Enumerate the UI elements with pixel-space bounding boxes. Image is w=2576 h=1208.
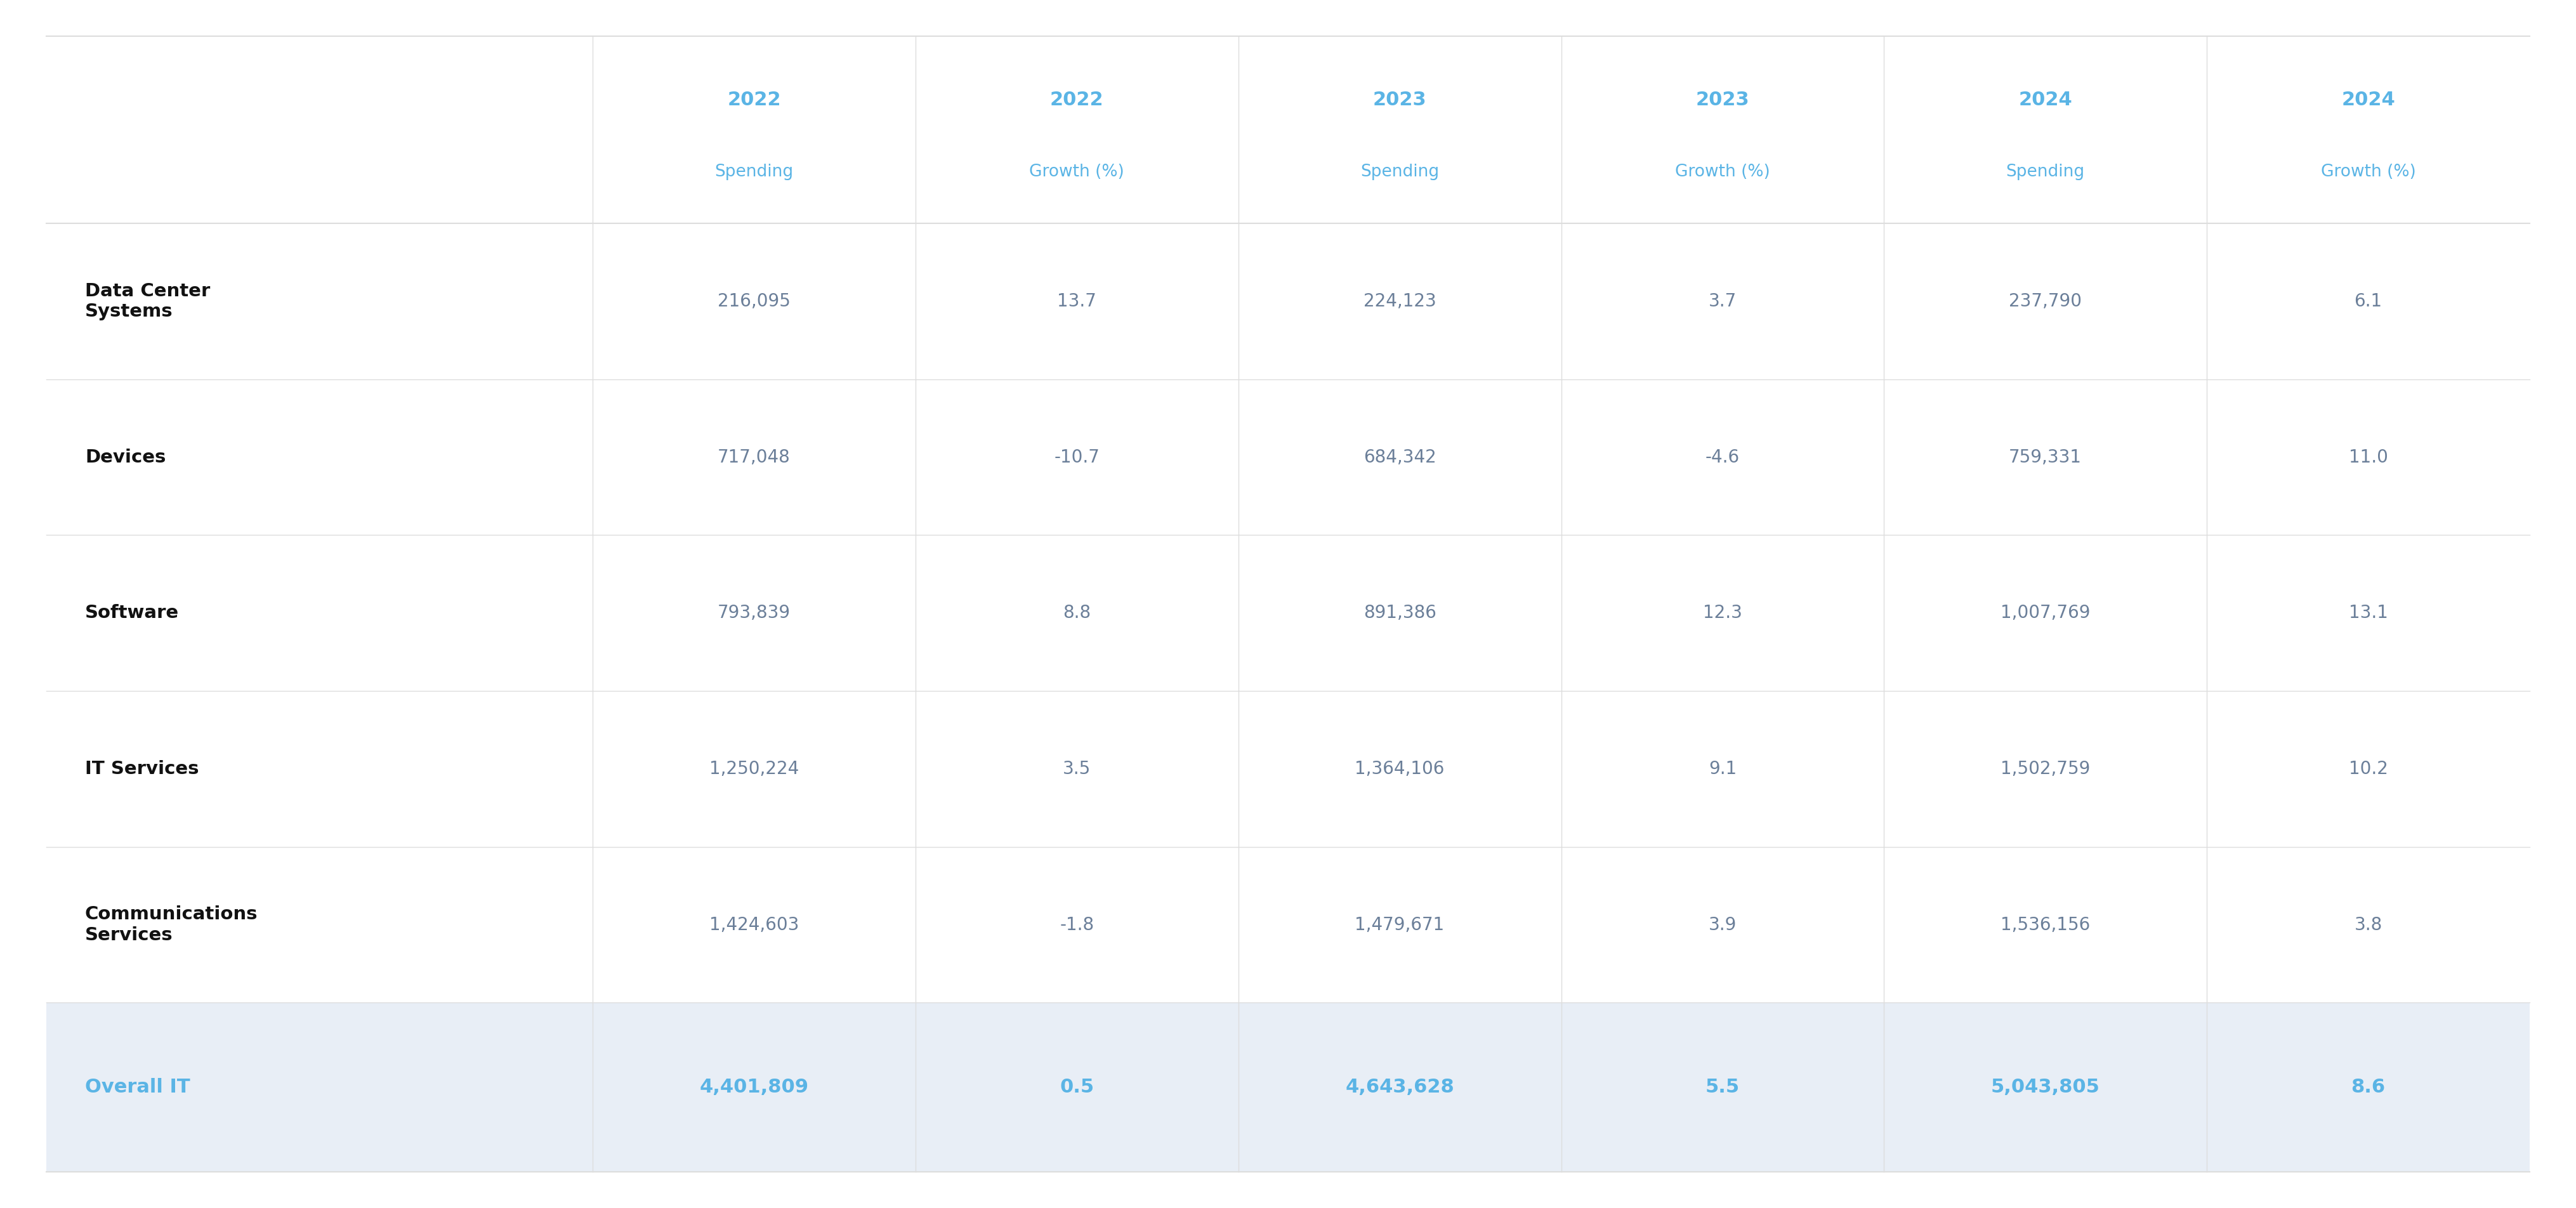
Text: Devices: Devices xyxy=(85,448,165,466)
Text: 1,479,671: 1,479,671 xyxy=(1355,916,1445,934)
Text: 216,095: 216,095 xyxy=(719,292,791,310)
Text: 224,123: 224,123 xyxy=(1363,292,1437,310)
Text: 1,007,769: 1,007,769 xyxy=(2002,604,2089,622)
Text: 8.6: 8.6 xyxy=(2352,1078,2385,1097)
Text: 11.0: 11.0 xyxy=(2349,448,2388,466)
Text: 5,043,805: 5,043,805 xyxy=(1991,1078,2099,1097)
Text: 13.1: 13.1 xyxy=(2349,604,2388,622)
Text: 2024: 2024 xyxy=(2020,91,2071,109)
Text: 3.7: 3.7 xyxy=(1708,292,1736,310)
Text: -1.8: -1.8 xyxy=(1059,916,1095,934)
Text: 1,424,603: 1,424,603 xyxy=(708,916,799,934)
Text: 891,386: 891,386 xyxy=(1363,604,1437,622)
Text: Data Center
Systems: Data Center Systems xyxy=(85,283,211,320)
Text: Growth (%): Growth (%) xyxy=(1030,164,1126,180)
Text: 3.8: 3.8 xyxy=(2354,916,2383,934)
Text: Spending: Spending xyxy=(1360,164,1440,180)
Text: 12.3: 12.3 xyxy=(1703,604,1741,622)
Text: Overall IT: Overall IT xyxy=(85,1078,191,1097)
Text: IT Services: IT Services xyxy=(85,760,198,778)
Text: 2022: 2022 xyxy=(1051,91,1103,109)
Text: 1,536,156: 1,536,156 xyxy=(2002,916,2089,934)
Text: -4.6: -4.6 xyxy=(1705,448,1739,466)
Text: 1,502,759: 1,502,759 xyxy=(2002,760,2089,778)
Text: 4,643,628: 4,643,628 xyxy=(1345,1078,1455,1097)
Text: Software: Software xyxy=(85,604,178,622)
Text: 13.7: 13.7 xyxy=(1056,292,1097,310)
Text: 5.5: 5.5 xyxy=(1705,1078,1739,1097)
Text: 9.1: 9.1 xyxy=(1708,760,1736,778)
Text: 684,342: 684,342 xyxy=(1363,448,1437,466)
Text: 1,250,224: 1,250,224 xyxy=(708,760,799,778)
Text: 8.8: 8.8 xyxy=(1064,604,1090,622)
Text: 2023: 2023 xyxy=(1373,91,1427,109)
Text: Communications
Services: Communications Services xyxy=(85,906,258,943)
Text: Spending: Spending xyxy=(714,164,793,180)
Text: Growth (%): Growth (%) xyxy=(2321,164,2416,180)
Text: 3.9: 3.9 xyxy=(1708,916,1736,934)
Text: 237,790: 237,790 xyxy=(2009,292,2081,310)
Text: 2023: 2023 xyxy=(1695,91,1749,109)
Text: 2024: 2024 xyxy=(2342,91,2396,109)
Text: Spending: Spending xyxy=(2007,164,2084,180)
Text: 6.1: 6.1 xyxy=(2354,292,2383,310)
Text: 717,048: 717,048 xyxy=(719,448,791,466)
Text: 759,331: 759,331 xyxy=(2009,448,2081,466)
Text: 793,839: 793,839 xyxy=(719,604,791,622)
Text: 2022: 2022 xyxy=(726,91,781,109)
Bar xyxy=(46,1003,2530,1172)
Text: 10.2: 10.2 xyxy=(2349,760,2388,778)
Text: 4,401,809: 4,401,809 xyxy=(701,1078,809,1097)
Text: 0.5: 0.5 xyxy=(1059,1078,1095,1097)
Text: 3.5: 3.5 xyxy=(1064,760,1092,778)
Text: -10.7: -10.7 xyxy=(1054,448,1100,466)
Text: Growth (%): Growth (%) xyxy=(1674,164,1770,180)
Text: 1,364,106: 1,364,106 xyxy=(1355,760,1445,778)
